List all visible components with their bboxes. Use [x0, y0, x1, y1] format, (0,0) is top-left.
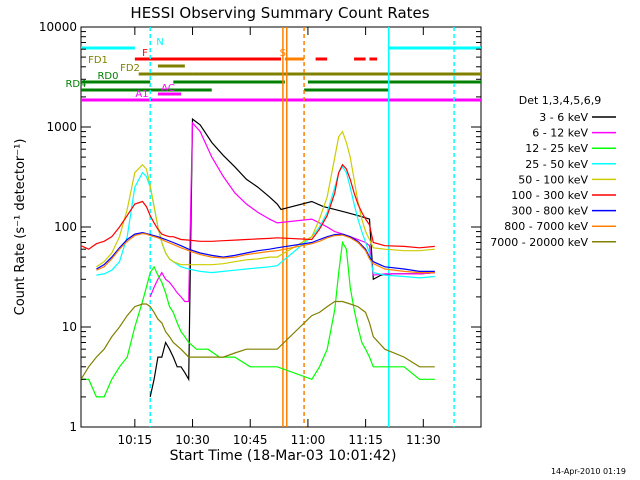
legend-title: Det 1,3,4,5,6,9	[519, 94, 602, 107]
legend-label-1: 6 - 12 keV	[532, 127, 588, 140]
series-line-2	[81, 240, 435, 398]
flag-label-rd4: RD4	[65, 79, 86, 90]
series-line-8	[80, 300, 435, 380]
flag-label-fd1: FD1	[88, 55, 108, 66]
series-line-7	[96, 232, 435, 274]
series-line-3	[96, 165, 435, 279]
legend-label-3: 25 - 50 keV	[525, 158, 588, 171]
axis-ticks: 10:15 10:30 10:45 11:00 11:15 11:30 1 10 100 1000…	[39, 20, 481, 447]
legend-label-8: 7000 - 20000 keV	[490, 236, 588, 249]
legend: 3 - 6 keV 6 - 12 keV 12 - 25 keV 25 - 50 ke…	[490, 111, 616, 249]
y-axis-label: Count Rate (s⁻¹ detector⁻¹)	[13, 139, 28, 316]
series-line-0	[149, 117, 435, 398]
x-tick-label: 10:30	[175, 433, 210, 447]
y-tick-label: 1000	[46, 120, 77, 134]
x-tick-label: 10:15	[118, 433, 153, 447]
vertical-markers	[149, 27, 455, 427]
flag-label-n: N	[156, 37, 163, 48]
y-tick-label: 10	[62, 320, 77, 334]
y-tick-label: 1	[69, 420, 77, 434]
legend-label-5: 100 - 300 keV	[511, 189, 588, 202]
legend-label-4: 50 - 100 keV	[518, 173, 588, 186]
flag-bars: NSFFD1FD2RD0RD4ACA1	[65, 37, 481, 102]
chart-title: HESSI Observing Summary Count Rates	[130, 4, 429, 22]
series-lines	[80, 117, 435, 398]
y-tick-label: 10000	[39, 20, 77, 34]
legend-label-0: 3 - 6 keV	[539, 111, 588, 124]
legend-label-6: 300 - 800 keV	[511, 205, 588, 218]
series-line-4	[96, 130, 435, 268]
legend-label-2: 12 - 25 keV	[525, 142, 588, 155]
x-tick-label: 11:30	[406, 433, 441, 447]
x-tick-label: 11:15	[348, 433, 383, 447]
x-tick-label: 11:00	[291, 433, 326, 447]
x-tick-label: 10:45	[233, 433, 268, 447]
flag-label-fd2: FD2	[120, 63, 140, 74]
footer-date: 14-Apr-2010 01:19	[551, 467, 626, 476]
series-line-1	[149, 121, 435, 303]
x-axis-label: Start Time (18-Mar-03 10:01:42)	[170, 448, 397, 464]
series-line-5	[80, 163, 435, 250]
flag-label-f: F	[142, 48, 148, 59]
y-tick-label: 100	[54, 220, 77, 234]
legend-label-7: 800 - 7000 keV	[504, 220, 588, 233]
flag-label-a1: A1	[135, 89, 148, 100]
flag-label-ac: AC	[161, 83, 175, 94]
flag-label-rd0: RD0	[97, 71, 118, 82]
series-line-6	[96, 231, 435, 272]
